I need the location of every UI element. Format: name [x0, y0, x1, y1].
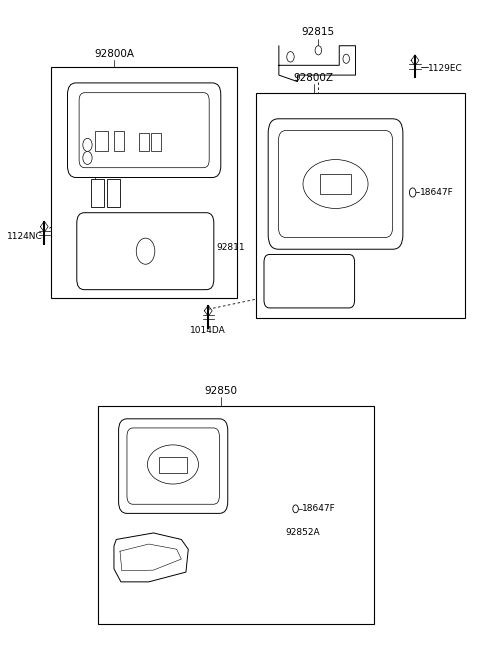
Text: 92811: 92811 [216, 244, 245, 252]
Text: 1014DA: 1014DA [191, 326, 226, 335]
Bar [51, 67, 237, 298]
FancyBboxPatch shape [127, 428, 219, 504]
Text: 92850: 92850 [204, 386, 237, 396]
Circle shape [343, 54, 349, 64]
Text: 92800A: 92800A [94, 48, 134, 59]
Text: 92815: 92815 [302, 28, 335, 37]
Circle shape [136, 238, 155, 264]
Text: 92852A: 92852A [286, 529, 321, 538]
Text: 18647F: 18647F [302, 504, 336, 514]
Bar [256, 93, 465, 318]
Bar [114, 130, 124, 151]
Ellipse shape [147, 445, 199, 484]
FancyBboxPatch shape [68, 83, 221, 178]
Circle shape [315, 46, 322, 55]
Polygon shape [114, 533, 188, 582]
Circle shape [409, 188, 416, 197]
Bar [96, 130, 108, 151]
Bar [159, 457, 187, 473]
Bar [320, 174, 351, 194]
Text: 1129EC: 1129EC [428, 64, 462, 73]
Text: 1124NC: 1124NC [7, 232, 43, 240]
Bar [91, 179, 104, 207]
Bar [98, 405, 374, 624]
FancyBboxPatch shape [264, 254, 355, 308]
Ellipse shape [303, 160, 368, 208]
FancyBboxPatch shape [268, 119, 403, 250]
Text: 92800Z: 92800Z [294, 73, 334, 83]
Bar [107, 179, 120, 207]
Circle shape [83, 138, 92, 151]
FancyBboxPatch shape [278, 130, 393, 238]
FancyBboxPatch shape [79, 93, 209, 168]
FancyBboxPatch shape [119, 419, 228, 514]
Text: 18647F: 18647F [420, 188, 454, 197]
Circle shape [293, 505, 299, 513]
Bar [139, 133, 149, 151]
Circle shape [287, 52, 294, 62]
FancyBboxPatch shape [77, 213, 214, 290]
Circle shape [83, 151, 92, 164]
Bar [151, 133, 161, 151]
